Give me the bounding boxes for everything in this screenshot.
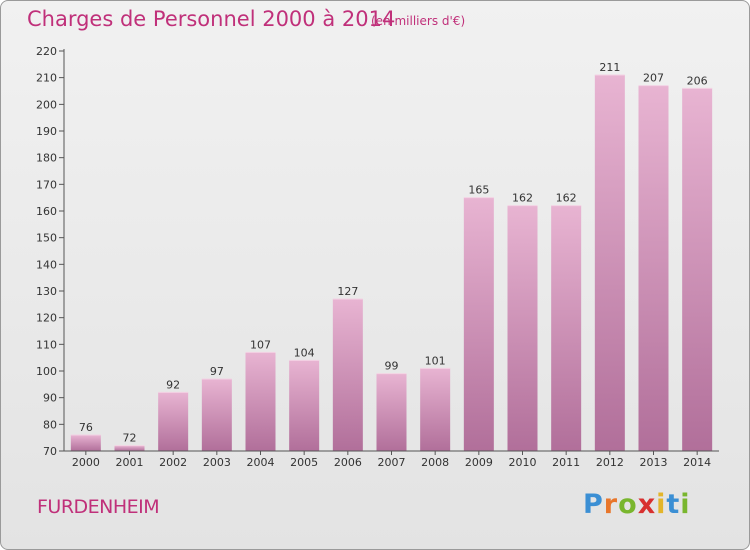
- y-tick-label: 110: [36, 338, 57, 351]
- logo-letter: o: [618, 489, 638, 520]
- commune-name: FURDENHEIM: [37, 496, 160, 518]
- x-tick-label: 2006: [334, 456, 362, 469]
- y-tick-label: 150: [36, 232, 57, 245]
- data-label: 127: [337, 285, 358, 298]
- bar: [158, 392, 189, 451]
- y-tick-label: 120: [36, 312, 57, 325]
- data-label: 97: [210, 365, 224, 378]
- x-tick-label: 2008: [421, 456, 449, 469]
- data-label: 206: [687, 74, 708, 87]
- x-tick-label: 2004: [247, 456, 275, 469]
- bar: [201, 379, 232, 451]
- y-tick-label: 80: [43, 418, 57, 431]
- data-label: 76: [79, 421, 93, 434]
- x-tick-label: 2011: [552, 456, 580, 469]
- x-tick-label: 2012: [596, 456, 624, 469]
- proxiti-logo: Proxiti: [583, 489, 691, 520]
- bar: [463, 197, 494, 451]
- y-tick-label: 190: [36, 125, 57, 138]
- data-label: 165: [468, 184, 489, 197]
- logo-letter: P: [583, 489, 604, 520]
- bar: [420, 368, 451, 451]
- y-tick-label: 160: [36, 205, 57, 218]
- bar: [70, 435, 101, 451]
- data-label: 92: [166, 378, 180, 391]
- bar: [507, 205, 538, 451]
- y-tick-label: 70: [43, 445, 57, 458]
- x-tick-label: 2009: [465, 456, 493, 469]
- bar: [376, 373, 407, 451]
- data-label: 72: [123, 432, 137, 445]
- chart-subtitle: (en milliers d'€): [371, 14, 466, 28]
- bar: [638, 85, 669, 452]
- data-label: 211: [599, 61, 620, 74]
- data-label: 207: [643, 72, 664, 85]
- data-label: 162: [556, 192, 577, 205]
- data-label: 101: [425, 354, 446, 367]
- bar: [332, 299, 363, 451]
- x-tick-label: 2005: [290, 456, 318, 469]
- y-tick-label: 100: [36, 365, 57, 378]
- x-tick-label: 2014: [683, 456, 711, 469]
- x-tick-label: 2007: [378, 456, 406, 469]
- x-tick-label: 2002: [159, 456, 187, 469]
- bar: [114, 445, 145, 451]
- x-tick-label: 2003: [203, 456, 231, 469]
- x-tick-label: 2001: [116, 456, 144, 469]
- bar: [289, 360, 320, 451]
- bar: [551, 205, 582, 451]
- logo-letter: x: [637, 489, 657, 520]
- logo-letter: i: [656, 489, 667, 520]
- chart-title: Charges de Personnel 2000 à 2014: [27, 7, 396, 31]
- x-tick-label: 2000: [72, 456, 100, 469]
- logo-letter: i: [680, 489, 691, 520]
- y-tick-label: 140: [36, 258, 57, 271]
- y-tick-label: 170: [36, 178, 57, 191]
- data-label: 99: [385, 360, 399, 373]
- data-label: 104: [294, 346, 315, 359]
- y-tick-label: 90: [43, 392, 57, 405]
- data-label: 107: [250, 338, 271, 351]
- y-tick-label: 210: [36, 72, 57, 85]
- y-tick-label: 180: [36, 152, 57, 165]
- bar: [245, 352, 276, 451]
- x-tick-label: 2013: [640, 456, 668, 469]
- data-label: 162: [512, 192, 533, 205]
- x-tick-label: 2010: [509, 456, 537, 469]
- logo-letter: r: [603, 489, 619, 520]
- y-tick-label: 220: [36, 45, 57, 58]
- bar: [594, 75, 625, 451]
- logo-letter: t: [666, 489, 681, 520]
- bar: [682, 88, 713, 451]
- y-tick-label: 130: [36, 285, 57, 298]
- y-tick-label: 200: [36, 98, 57, 111]
